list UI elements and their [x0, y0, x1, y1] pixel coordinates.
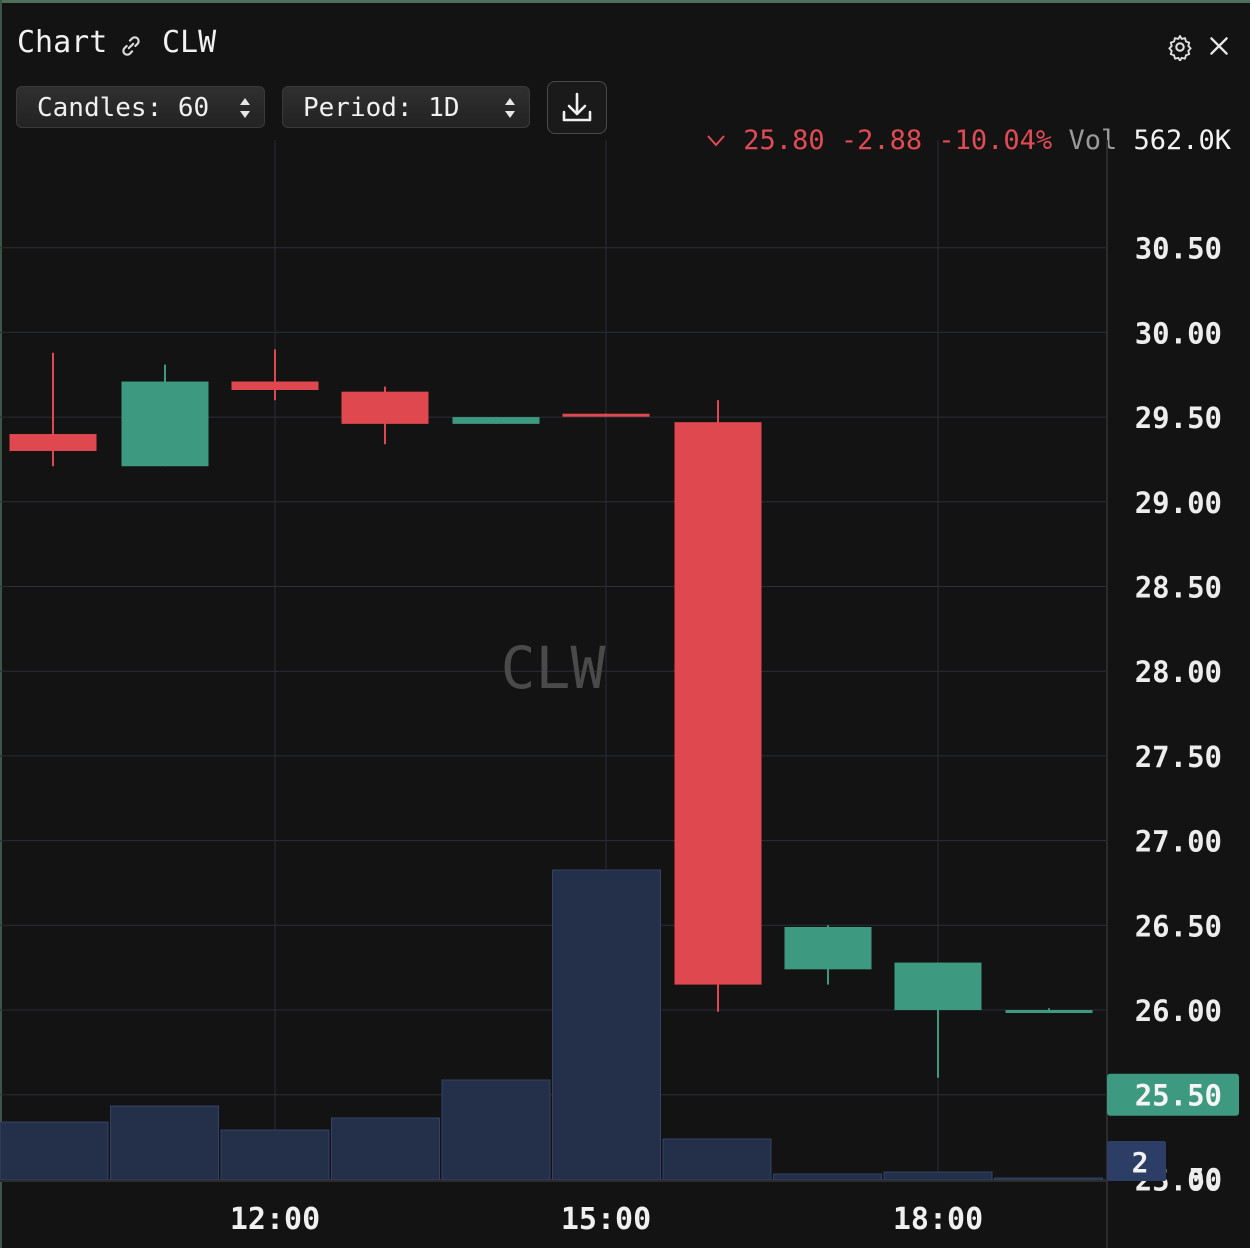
- candle: [341, 386, 429, 445]
- price-tick-label: 27.50: [1135, 740, 1222, 774]
- volume-bar: [662, 1138, 772, 1181]
- volume-bar: [220, 1129, 330, 1181]
- volume-bar: [331, 1117, 440, 1181]
- price-tick-label: 30.50: [1135, 232, 1222, 266]
- price-tick-label: 27.00: [1135, 825, 1222, 859]
- volume-bar: [773, 1173, 882, 1181]
- candle-body: [674, 422, 762, 985]
- volume-axis-label: 50: [1188, 1162, 1222, 1195]
- chart-toolbar: Candles: 60 Period: 1D 25.80 -2.88 -10.0…: [0, 80, 1250, 156]
- volume-label: Vol: [1068, 125, 1118, 156]
- download-button[interactable]: [547, 81, 607, 134]
- time-axis-labels: 12:00 15:00 18:00: [230, 1202, 983, 1237]
- candle-body: [894, 962, 982, 1010]
- volume-bar: [441, 1079, 551, 1181]
- window-top-border: [0, 0, 1250, 3]
- candles-select-label: Candles: 60: [37, 93, 209, 123]
- time-tick-label: 12:00: [230, 1202, 320, 1237]
- candle: [121, 364, 209, 467]
- candle: [894, 962, 982, 1078]
- volume-bar: [994, 1177, 1103, 1181]
- candle-body: [9, 434, 97, 451]
- volume-tag-label: 2: [1132, 1146, 1149, 1179]
- chevron-down-icon: [707, 135, 725, 147]
- candle: [1005, 1008, 1093, 1013]
- gear-icon[interactable]: [1166, 33, 1194, 61]
- candles-value: 60: [177, 93, 210, 123]
- chart-header: Chart CLW: [0, 3, 1250, 79]
- candle-body: [231, 381, 319, 390]
- candle-body: [784, 926, 872, 970]
- candles: [9, 349, 1093, 1078]
- volume-tag: 2 50: [1107, 1141, 1222, 1195]
- current-price-tag-bg: [1107, 1073, 1239, 1116]
- price-quote: 25.80 -2.88 -10.04% Vol 562.0K: [640, 94, 1231, 187]
- candle: [231, 349, 319, 401]
- price-axis-labels: 30.50 30.00 29.50 29.00 28.50 28.00 27.50 27.00…: [1135, 232, 1222, 1198]
- volume-bars: [0, 869, 1103, 1181]
- time-tick-label: 18:00: [893, 1202, 983, 1237]
- volume-bar: [110, 1105, 219, 1181]
- window-left-border: [0, 0, 2, 1248]
- panel-title: Chart: [17, 25, 108, 60]
- volume-bar: [883, 1171, 993, 1181]
- updown-arrows-icon: [240, 98, 250, 118]
- current-price-tag: 25.50: [1107, 1073, 1239, 1116]
- price-tick-label: 26.50: [1135, 909, 1222, 943]
- candle: [452, 417, 540, 424]
- period-select[interactable]: Period: 1D: [282, 86, 530, 128]
- current-price-label: 25.50: [1135, 1079, 1222, 1113]
- candle-body: [121, 381, 209, 467]
- price-tick-label: 30.00: [1135, 316, 1222, 350]
- close-icon[interactable]: [1206, 33, 1232, 59]
- time-tick-label: 15:00: [561, 1202, 651, 1237]
- period-value: 1D: [428, 93, 460, 123]
- price-tick-label: 29.00: [1135, 486, 1222, 520]
- period-label-text: Period:: [303, 93, 413, 123]
- price-change-percent: -10.04%: [938, 125, 1053, 156]
- candle: [674, 400, 762, 1012]
- ticker-symbol: CLW: [162, 25, 217, 60]
- volume-bar: [0, 1121, 109, 1181]
- candles-label-text: Candles:: [37, 93, 163, 123]
- price-tick-label: 29.50: [1135, 401, 1222, 435]
- volume-tag-bg: [1107, 1141, 1166, 1181]
- candlestick-chart[interactable]: CLW 30.50 30.00 29.50 29.00 28.50 28.00 27.50 27…: [0, 140, 1250, 1248]
- download-icon: [562, 92, 592, 122]
- candle: [784, 925, 872, 985]
- updown-arrows-icon: [505, 98, 515, 118]
- price-tick-label: 26.00: [1135, 994, 1222, 1028]
- last-price: 25.80: [743, 125, 825, 156]
- price-change: -2.88: [840, 125, 923, 156]
- watermark-ticker: CLW: [501, 634, 606, 702]
- volume-value: 562.0K: [1133, 125, 1232, 156]
- price-tick-label: 28.50: [1135, 571, 1222, 605]
- candle-body: [341, 391, 429, 424]
- candles-select[interactable]: Candles: 60: [16, 86, 265, 128]
- candle-body: [562, 413, 650, 417]
- candle-body: [452, 417, 540, 424]
- period-select-label: Period: 1D: [303, 93, 460, 123]
- link-icon[interactable]: [118, 33, 144, 59]
- volume-bar: [552, 869, 661, 1181]
- candle: [562, 413, 650, 417]
- price-tick-label: 28.00: [1135, 655, 1222, 689]
- candle: [9, 352, 97, 467]
- candle-body: [1005, 1010, 1093, 1013]
